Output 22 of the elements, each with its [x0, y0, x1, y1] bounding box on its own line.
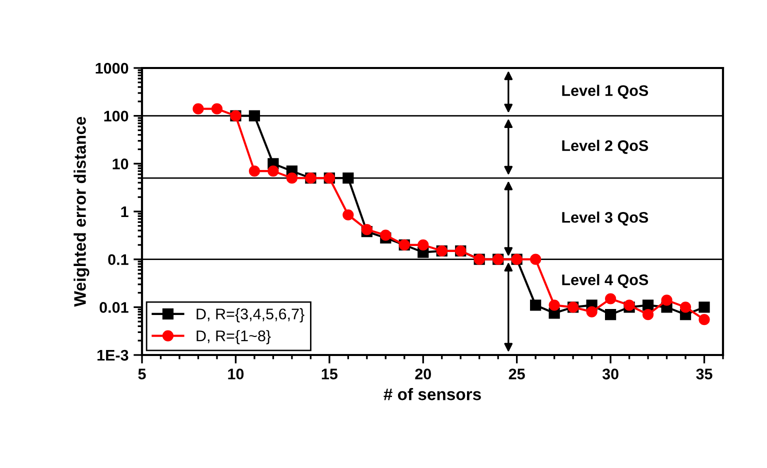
annotation: Level 4 QoS — [562, 274, 648, 288]
y-tick-label: 10 — [112, 158, 128, 170]
legend-label: D, R={3,4,5,6,7} — [196, 308, 304, 322]
x-tick-label: 15 — [322, 368, 338, 380]
x-tick-label: 10 — [228, 368, 244, 380]
y-tick-label: 1000 — [96, 62, 128, 74]
x-tick-label: 30 — [602, 368, 618, 380]
y-axis-title: Weighted error distance — [74, 116, 90, 307]
x-tick-label: 5 — [138, 368, 146, 380]
legend-label: D, R={1~8} — [196, 330, 271, 344]
annotation: Level 3 QoS — [562, 212, 648, 226]
y-tick-label: 0.01 — [100, 302, 128, 313]
x-tick-label: 35 — [696, 368, 712, 380]
y-tick-label: 1 — [121, 206, 128, 218]
annotation: Level 1 QoS — [562, 84, 648, 99]
x-tick-label: 20 — [415, 368, 431, 380]
annotation: Level 2 QoS — [562, 140, 648, 154]
x-axis-title: # of sensors — [384, 388, 481, 400]
y-tick-label: 0.1 — [108, 254, 128, 266]
x-tick-label: 25 — [508, 368, 525, 380]
y-tick-label: 100 — [104, 110, 128, 122]
y-tick-label: 1E-3 — [98, 350, 128, 361]
